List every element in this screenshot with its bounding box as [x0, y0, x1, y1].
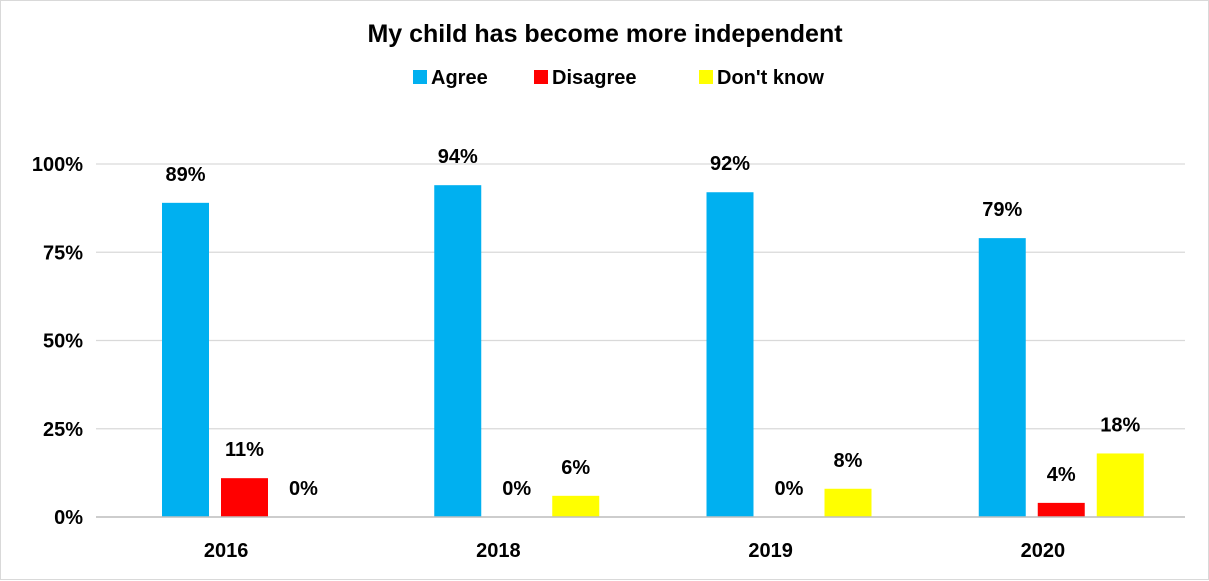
bar-agree	[162, 202, 209, 517]
x-tick-label: 2020	[1021, 540, 1066, 562]
y-tick-label: 75%	[43, 242, 83, 264]
data-label: 0%	[502, 478, 531, 500]
bar-agree	[434, 185, 482, 517]
data-label: 79%	[982, 199, 1022, 221]
x-axis: 2016 2018 2019 2020	[96, 516, 1185, 562]
bars: 89% 11% 0% 94% 0% 6% 92% 0% 8% 79% 4% 18%	[162, 146, 1144, 518]
x-tick-label: 2016	[204, 540, 249, 562]
data-label: 92%	[710, 153, 750, 175]
data-label: 4%	[1047, 464, 1076, 486]
bar-agree	[978, 238, 1026, 517]
legend-swatch	[699, 70, 713, 84]
chart-title: My child has become more independent	[367, 20, 843, 48]
y-tick-label: 100%	[32, 154, 83, 176]
bar-don-t-know	[552, 495, 600, 517]
y-axis: 0% 25% 50% 75% 100%	[32, 154, 83, 529]
x-tick-label: 2018	[476, 540, 521, 562]
legend: Agree Disagree Don't know	[413, 67, 824, 89]
data-label: 0%	[775, 478, 804, 500]
legend-label: Disagree	[552, 67, 637, 89]
data-label: 89%	[165, 164, 205, 186]
data-label: 18%	[1100, 414, 1140, 436]
data-label: 8%	[834, 450, 863, 472]
bar-don-t-know	[1096, 453, 1144, 517]
legend-label: Don't know	[717, 67, 824, 89]
data-label: 0%	[289, 478, 318, 500]
legend-label: Agree	[431, 67, 488, 89]
data-label: 11%	[225, 439, 264, 461]
x-tick-label: 2019	[748, 540, 793, 562]
bar-disagree	[221, 478, 268, 517]
bar-disagree	[1037, 502, 1085, 517]
y-tick-label: 0%	[54, 507, 83, 529]
legend-swatch	[413, 70, 427, 84]
y-tick-label: 50%	[43, 331, 83, 353]
data-label: 6%	[561, 457, 590, 479]
legend-swatch	[534, 70, 548, 84]
data-label: 94%	[438, 146, 478, 168]
y-tick-label: 25%	[43, 419, 83, 441]
bar-agree	[706, 192, 754, 518]
bar-don-t-know	[824, 488, 872, 517]
